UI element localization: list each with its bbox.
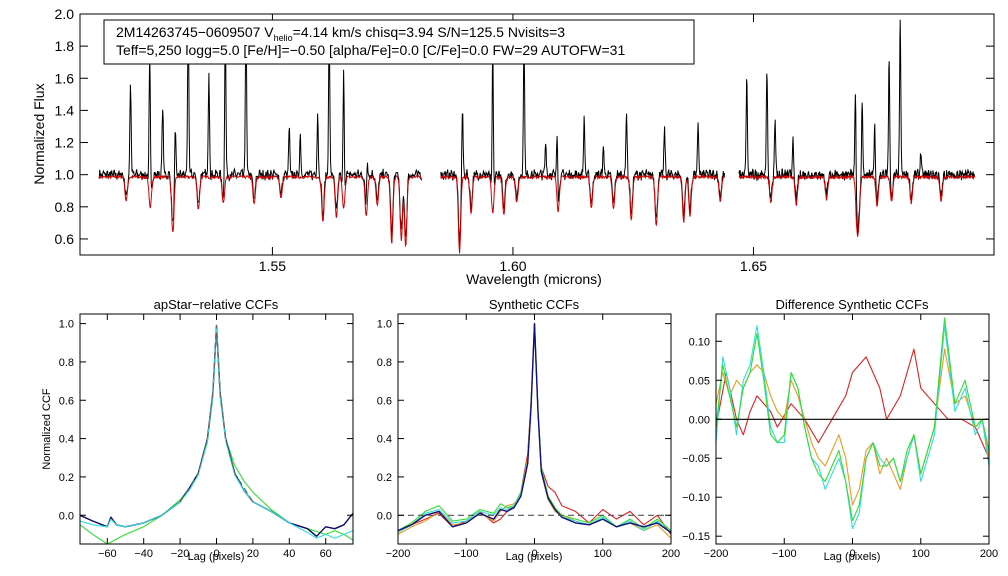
ccf-difference-ticks: −200 −100 0 100 200 −0.15 −0.10 −0.05 0.00 0.05 0.… <box>682 314 998 560</box>
ccf-line-green <box>80 326 353 544</box>
spectrum-plot-area <box>98 19 976 254</box>
synthetic-spectrum-line <box>738 173 976 237</box>
spectrum-ylabel: Normalized Flux <box>31 83 47 184</box>
ccf-line-cyan <box>80 324 353 539</box>
ccf-line-cyan <box>716 325 989 529</box>
y-tick-label: 1.0 <box>55 167 75 183</box>
ccf-apstar-title: apStar−relative CCFs <box>154 297 279 312</box>
x-tick-label: −100 <box>454 548 479 560</box>
ccf-difference-plot-area <box>716 317 989 529</box>
synthetic-spectrum-line <box>98 174 422 248</box>
y-tick-label: 0.4 <box>59 434 74 446</box>
x-tick-label: 200 <box>662 548 680 560</box>
info-box <box>103 19 695 65</box>
ccf-series-group <box>716 317 989 529</box>
x-tick-label: −40 <box>134 548 153 560</box>
ccf-line-green <box>716 317 989 522</box>
x-tick-label: −100 <box>772 548 797 560</box>
x-tick-label: 100 <box>594 548 612 560</box>
x-tick-label: 0 <box>213 548 219 560</box>
ccf-apstar-panel: −60 −40 −20 0 20 40 60 0.0 0.2 0.4 0.6 0.8 1.0 apSta… <box>41 297 354 563</box>
ccf-synthetic-ticks: −200 −100 0 100 200 0.0 0.2 0.4 0.6 0.8 1.0 <box>377 314 680 560</box>
ccf-apstar-frame <box>79 313 354 545</box>
x-tick-label: 20 <box>247 548 259 560</box>
ccf-line-navy <box>398 322 671 534</box>
spectrum-xlabel: Wavelength (microns) <box>466 271 602 287</box>
info-line-1-b: =4.14 km/s chisq=3.94 S/N=125.5 Nvisits=… <box>293 24 566 40</box>
ccf-difference-xlabel: Lag (pixels) <box>824 551 881 563</box>
ccf-series-group <box>80 324 353 544</box>
y-tick-label: −0.15 <box>682 531 710 543</box>
x-tick-label: −200 <box>386 548 411 560</box>
ccf-apstar-plot-area <box>80 324 353 544</box>
observed-spectrum-line <box>440 38 726 247</box>
y-tick-label: 0.00 <box>689 414 710 426</box>
info-line-1: 2M14263745−0609507 Vhelio=4.14 km/s chis… <box>116 24 565 43</box>
ccf-line-navy <box>80 324 353 537</box>
y-tick-label: 1.6 <box>55 70 75 86</box>
y-tick-label: 0.2 <box>59 472 74 484</box>
synthetic-spectrum-line <box>440 173 726 254</box>
ccf-line-dashed <box>179 324 254 503</box>
info-line-1-subscript: helio <box>274 33 293 43</box>
y-tick-label: 0.6 <box>59 395 74 407</box>
ccf-line-red <box>716 348 989 459</box>
y-tick-label: 0.2 <box>377 472 392 484</box>
y-tick-label: −0.05 <box>682 453 710 465</box>
y-tick-label: 0.6 <box>55 231 75 247</box>
x-tick-label: 200 <box>980 548 998 560</box>
ccf-synthetic-title: Synthetic CCFs <box>489 297 580 312</box>
ccf-apstar-xlabel: Lag (pixels) <box>188 551 245 563</box>
ccf-line-green <box>398 323 671 532</box>
y-tick-label: 1.0 <box>377 319 392 331</box>
ccf-synthetic-panel: −200 −100 0 100 200 0.0 0.2 0.4 0.6 0.8 1.0 Synthe… <box>377 297 680 563</box>
x-tick-label: −200 <box>704 548 729 560</box>
y-tick-label: 0.8 <box>59 357 74 369</box>
observed-spectrum-line <box>738 19 976 233</box>
y-tick-label: 0.4 <box>377 434 392 446</box>
ccf-synthetic-xlabel: Lag (pixels) <box>506 551 563 563</box>
y-tick-label: −0.10 <box>682 492 710 504</box>
ccf-apstar-ticks: −60 −40 −20 0 20 40 60 0.0 0.2 0.4 0.6 0.8 1.0 <box>59 314 353 560</box>
x-tick-label: 1.60 <box>499 258 526 274</box>
x-tick-label: 60 <box>320 548 332 560</box>
info-line-2: Teff=5,250 logg=5.0 [Fe/H]=−0.50 [alpha/… <box>116 42 625 58</box>
ccf-line-cyan <box>398 323 671 533</box>
ccf-difference-title: Difference Synthetic CCFs <box>776 297 929 312</box>
x-tick-label: 1.55 <box>259 258 286 274</box>
ccf-difference-panel: −200 −100 0 100 200 −0.15 −0.10 −0.05 0.00 0.05 0.… <box>682 297 998 563</box>
ccf-line-red <box>398 323 671 535</box>
spectrum-ticks: 1.55 1.60 1.65 0.6 0.8 1.0 1.2 1.4 1.6 1.8 2.0 <box>55 6 994 274</box>
y-tick-label: 0.8 <box>377 357 392 369</box>
info-line-1-a: 2M14263745−0609507 V <box>116 24 274 40</box>
y-tick-label: 1.8 <box>55 38 75 54</box>
y-tick-label: 0.0 <box>59 510 74 522</box>
x-tick-label: −20 <box>171 548 190 560</box>
x-tick-label: 0 <box>849 548 855 560</box>
x-tick-label: 0 <box>531 548 537 560</box>
y-tick-label: 1.2 <box>55 135 75 151</box>
spectrum-panel: 1.55 1.60 1.65 0.6 0.8 1.0 1.2 1.4 1.6 1.8 2.0 2M1… <box>31 6 995 287</box>
ccf-series-group <box>398 322 671 539</box>
y-tick-label: 0.6 <box>377 395 392 407</box>
x-tick-label: 100 <box>912 548 930 560</box>
y-tick-label: 2.0 <box>55 6 75 22</box>
y-tick-label: 0.0 <box>377 510 392 522</box>
y-tick-label: 0.8 <box>55 199 75 215</box>
x-tick-label: 1.65 <box>740 258 767 274</box>
x-tick-label: −60 <box>98 548 117 560</box>
ccf-apstar-ylabel: Normalized CCF <box>41 388 53 470</box>
spectrum-frame <box>79 13 995 256</box>
ccf-synthetic-plot-area <box>398 322 671 539</box>
y-tick-label: 0.05 <box>689 375 710 387</box>
y-tick-label: 0.10 <box>689 336 710 348</box>
y-tick-label: 1.4 <box>55 102 75 118</box>
x-tick-label: 40 <box>283 548 295 560</box>
y-tick-label: 1.0 <box>59 319 74 331</box>
